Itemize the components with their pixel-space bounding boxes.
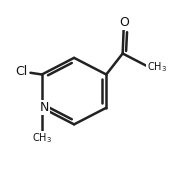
Text: CH$_3$: CH$_3$ xyxy=(146,60,167,74)
Text: Cl: Cl xyxy=(15,64,27,78)
Text: N: N xyxy=(40,101,49,114)
Text: CH$_3$: CH$_3$ xyxy=(32,132,52,145)
Text: O: O xyxy=(119,16,129,29)
